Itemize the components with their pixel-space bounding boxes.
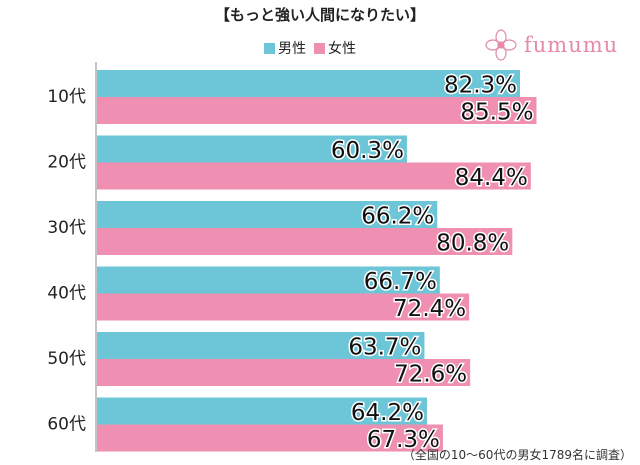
bar-male-5 xyxy=(97,397,427,425)
bar-male-1 xyxy=(97,135,407,163)
data-label-female-2: 80.8% xyxy=(436,231,509,257)
data-label-male-0: 82.3% xyxy=(444,73,517,99)
bar-female-5 xyxy=(97,424,443,452)
bar-female-3 xyxy=(97,293,470,321)
data-label-female-5: 67.3% xyxy=(367,427,440,453)
bar-female-1 xyxy=(97,162,531,190)
chart-title: 【もっと強い人間になりたい】 xyxy=(214,6,425,24)
flower-icon xyxy=(485,29,517,61)
data-label-male-1: 60.3% xyxy=(331,138,404,164)
category-label: 40代 xyxy=(47,284,86,304)
bar-male-0 xyxy=(97,70,521,97)
category-label: 20代 xyxy=(47,153,86,173)
category-label: 60代 xyxy=(47,415,86,435)
legend-swatch-female xyxy=(314,42,325,54)
data-label-female-0: 85.5% xyxy=(460,100,533,126)
footnote: （全国の10〜60代の男女1789名に調査） xyxy=(402,448,632,462)
data-label-male-4: 63.7% xyxy=(348,335,421,361)
category-label: 50代 xyxy=(47,349,86,369)
bar-female-4 xyxy=(97,359,471,386)
category-label: 10代 xyxy=(47,87,86,107)
data-label-male-5: 64.2% xyxy=(351,400,424,426)
bar-male-3 xyxy=(97,266,440,294)
legend-label-male: 男性 xyxy=(278,41,306,57)
data-label-female-1: 84.4% xyxy=(455,165,528,191)
legend-item-male: 男性 xyxy=(264,38,306,58)
legend-label-female: 女性 xyxy=(328,41,356,57)
data-label-female-4: 72.6% xyxy=(394,362,467,388)
legend-swatch-male xyxy=(264,42,275,54)
data-label-female-3: 72.4% xyxy=(393,296,466,322)
bar-female-0 xyxy=(97,97,537,124)
legend-item-female: 女性 xyxy=(314,38,356,58)
data-label-male-3: 66.7% xyxy=(364,269,437,295)
bar-male-2 xyxy=(97,201,438,228)
bar-female-2 xyxy=(97,228,513,255)
category-label: 30代 xyxy=(47,218,86,238)
bar-male-4 xyxy=(97,332,425,359)
data-label-male-2: 66.2% xyxy=(361,204,434,230)
brand-logo: fumumu xyxy=(484,28,618,62)
legend: 男性 女性 xyxy=(264,38,364,58)
logo-text: fumumu xyxy=(524,33,619,57)
